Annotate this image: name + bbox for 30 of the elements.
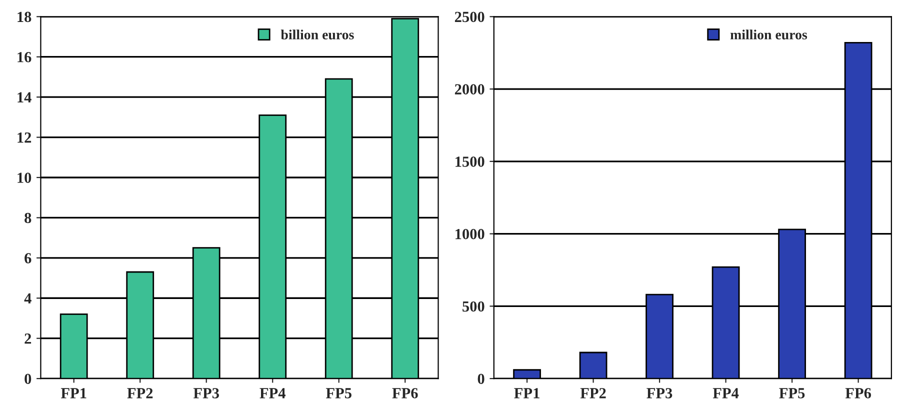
x-tick-label: FP6 — [392, 388, 418, 398]
y-tick-label: 2500 — [454, 12, 484, 22]
y-tick-label: 18 — [18, 12, 32, 22]
y-tick-label: 1000 — [456, 228, 484, 240]
y-tick-label: 10 — [18, 172, 32, 183]
x-tick-label: FP5 — [326, 388, 352, 398]
y-tick-label: 2000 — [454, 84, 484, 94]
y-tick-label: 1500 — [456, 156, 484, 167]
y-tick-label: 8 — [24, 212, 32, 224]
y-tick-label: 0 — [24, 374, 32, 384]
y-tick-label: 14 — [18, 92, 32, 102]
x-tick-label: FP2 — [127, 388, 153, 398]
x-tick-label: FP5 — [779, 388, 805, 398]
y-tick-label: 6 — [24, 253, 32, 264]
y-tick-label: 4 — [24, 293, 32, 304]
x-tick-label: FP6 — [845, 388, 872, 398]
x-tick-label: FP1 — [514, 388, 540, 398]
legend-label: million euros — [730, 30, 808, 40]
x-tick-label: FP3 — [646, 388, 672, 398]
x-tick-label: FP2 — [580, 388, 606, 398]
x-tick-label: FP4 — [260, 388, 286, 398]
y-tick-label: 0 — [478, 374, 484, 384]
x-tick-label: FP1 — [60, 388, 86, 398]
y-tick-label: 500 — [462, 301, 484, 312]
y-tick-label: 16 — [18, 52, 32, 62]
y-tick-label: 12 — [18, 132, 32, 143]
legend-label: billion euros — [280, 30, 354, 40]
y-tick-label: 2 — [24, 334, 32, 344]
x-tick-label: FP3 — [193, 388, 219, 398]
x-tick-label: FP4 — [712, 388, 739, 398]
